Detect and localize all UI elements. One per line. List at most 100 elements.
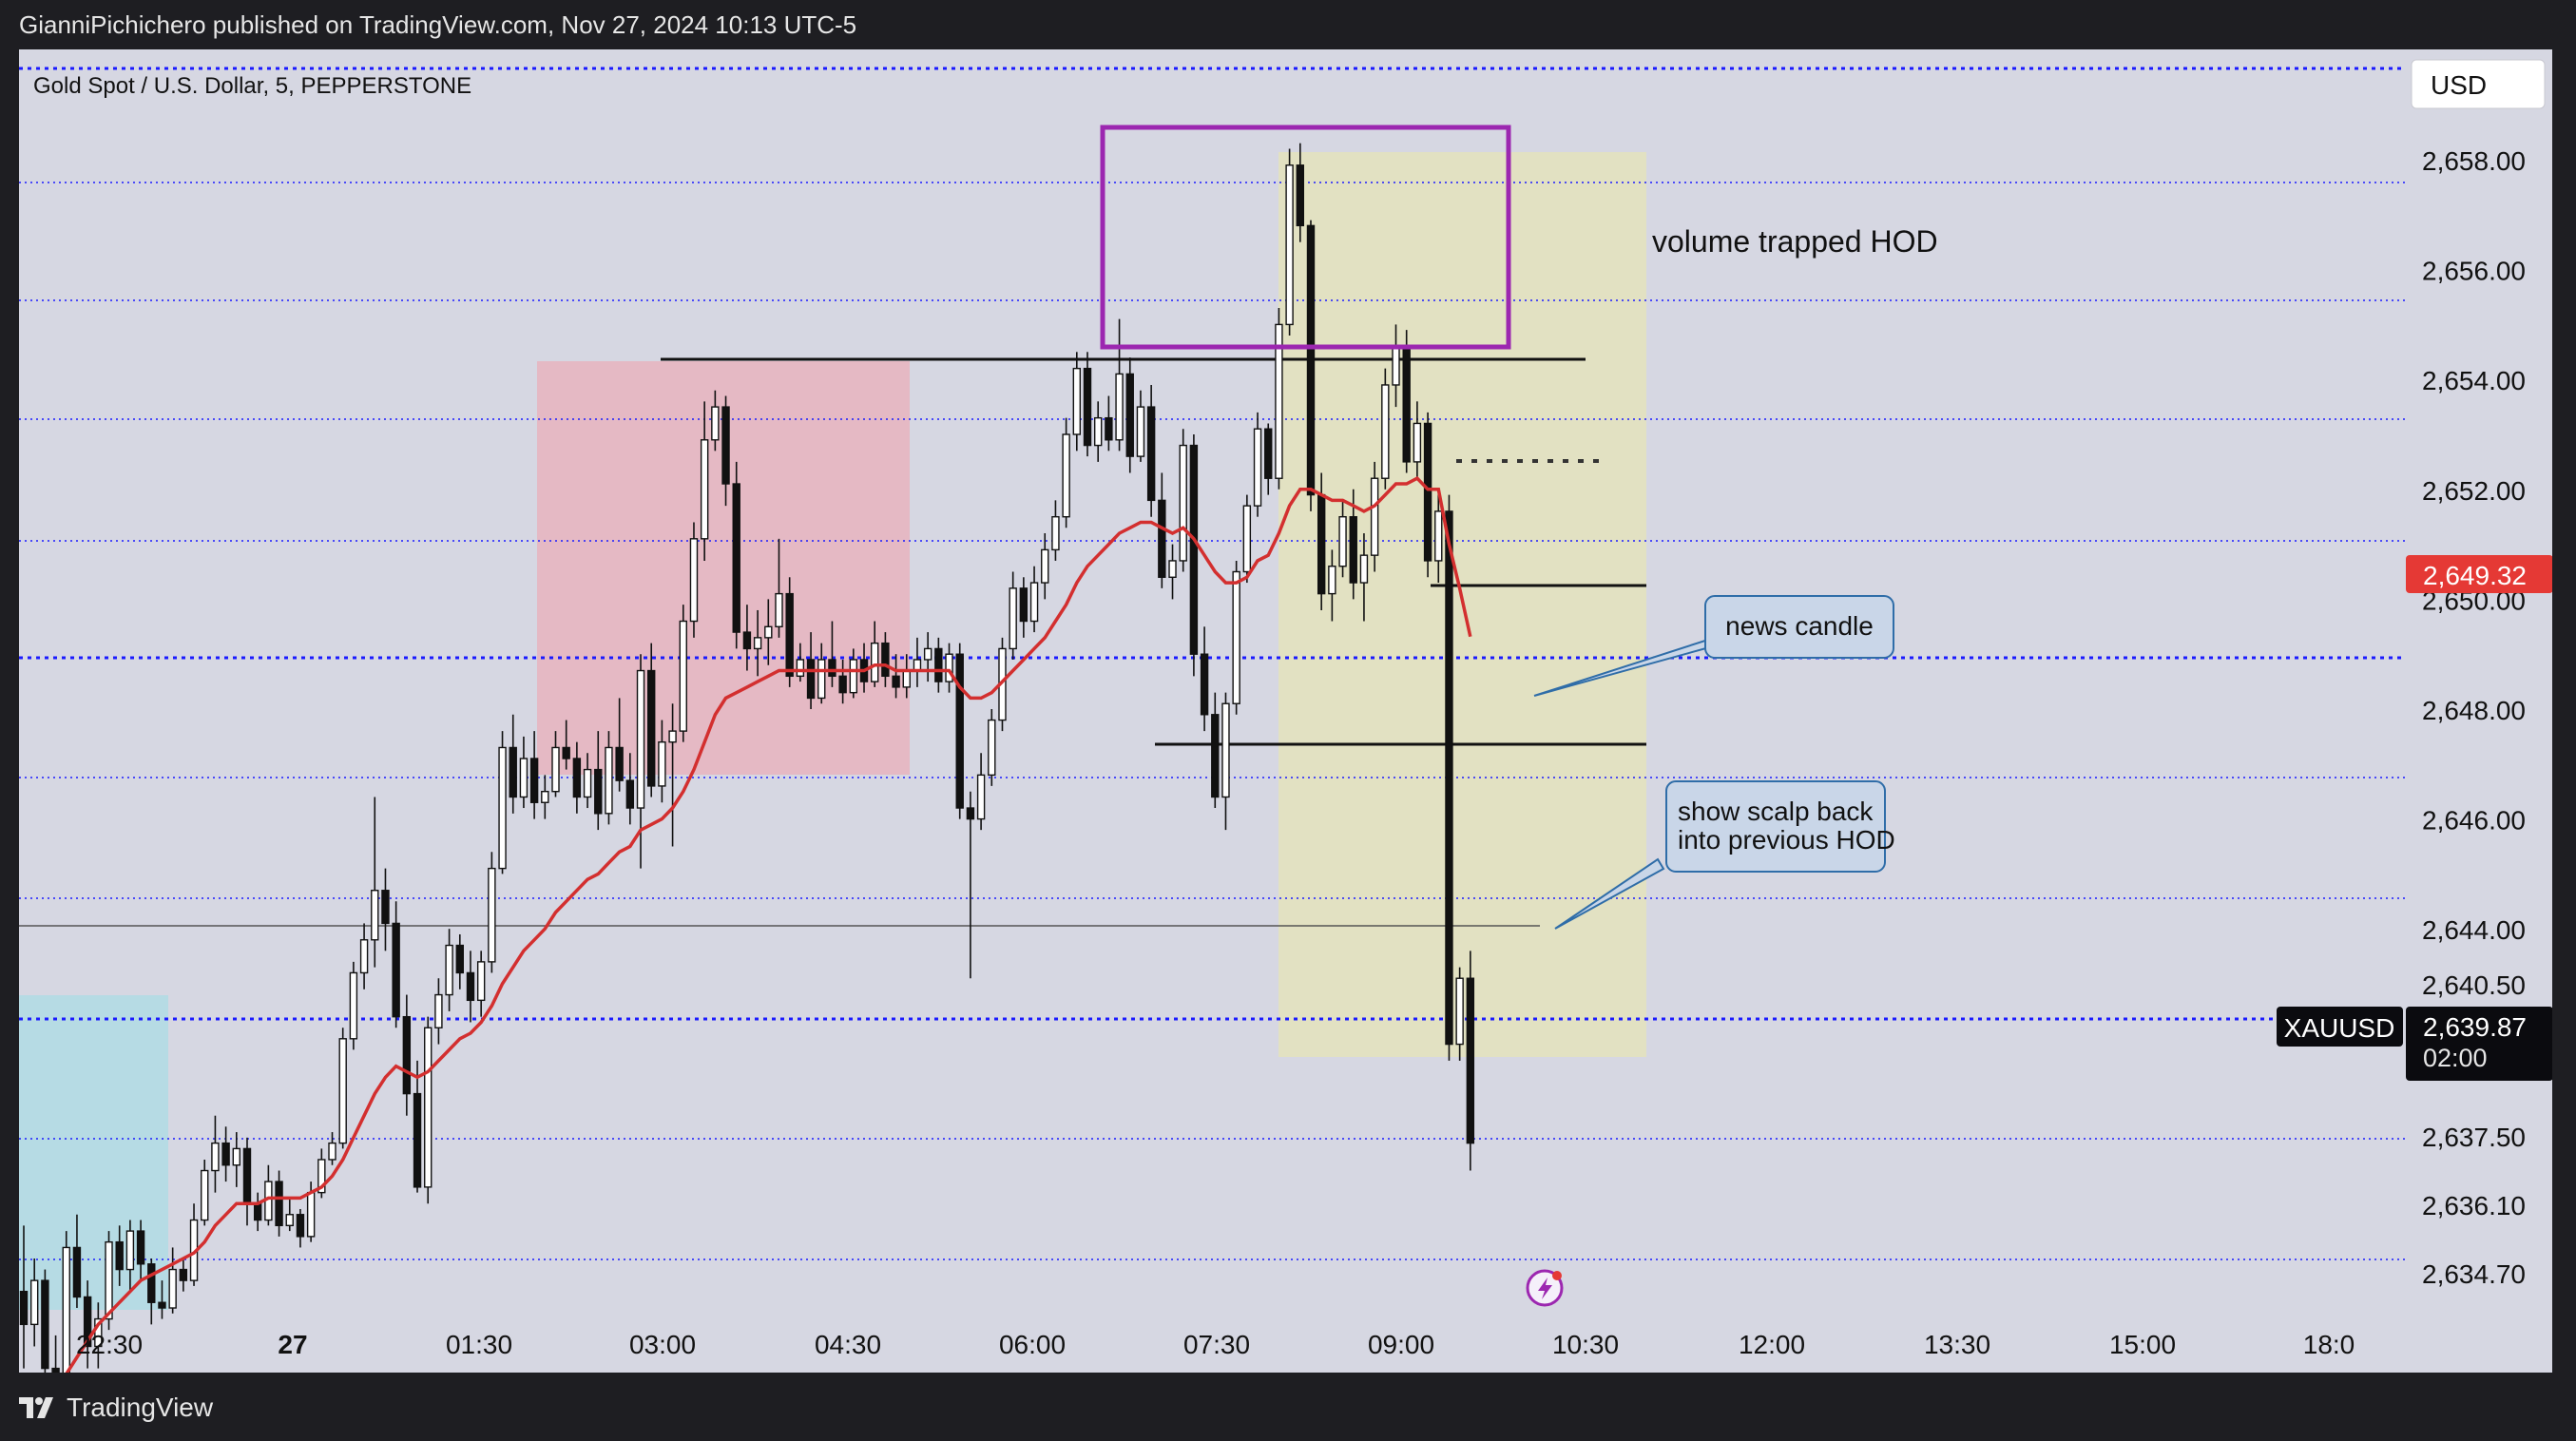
- candle-bearish: [1158, 499, 1166, 578]
- candle-bearish: [402, 1015, 412, 1095]
- candle-bullish: [1413, 422, 1422, 463]
- candle-bearish: [72, 1246, 82, 1298]
- blue-zone: [19, 995, 168, 1310]
- candle-bearish: [466, 971, 475, 1002]
- candle-bullish: [753, 637, 762, 650]
- candle-bearish: [625, 779, 635, 809]
- candle-bullish: [519, 758, 529, 798]
- candle-bearish: [1402, 345, 1411, 463]
- candle-bearish: [721, 406, 730, 485]
- candle-bearish: [934, 647, 943, 682]
- candle-bullish: [871, 642, 879, 682]
- price-tick-label: 2,634.70: [2422, 1259, 2526, 1289]
- news-callout[interactable]: news candle: [1533, 595, 1894, 697]
- candle-bullish: [125, 1230, 135, 1271]
- chart-area[interactable]: volume trapped HOD news candle show scal…: [19, 49, 2553, 1441]
- candle-bearish: [1306, 224, 1316, 496]
- candle-bullish: [94, 1317, 103, 1348]
- candle-bullish: [476, 961, 486, 1002]
- lightning-icon[interactable]: [1526, 1269, 1564, 1307]
- time-tick-label: 18:0: [2303, 1330, 2355, 1359]
- candle-bullish: [1232, 570, 1240, 704]
- candle-bullish: [1253, 428, 1262, 507]
- time-tick-label: 22:30: [76, 1330, 143, 1359]
- candle-bearish: [966, 807, 975, 820]
- publisher-bar: GianniPichichero published on TradingVie…: [0, 0, 2576, 49]
- candle-bullish: [1168, 560, 1177, 578]
- candle-bullish: [945, 653, 953, 682]
- candle-bearish: [413, 1092, 422, 1188]
- candle-bearish: [806, 659, 816, 700]
- time-tick-label: 03:00: [629, 1330, 696, 1359]
- candle-bullish: [1221, 702, 1230, 798]
- candle-bearish: [242, 1147, 252, 1204]
- candle-bullish: [306, 1191, 316, 1238]
- candle-bearish: [115, 1240, 124, 1271]
- candle-bullish: [583, 768, 592, 798]
- publisher-text: GianniPichichero published on TradingVie…: [19, 10, 857, 39]
- candle-bullish: [541, 791, 549, 803]
- candle-bearish: [1466, 977, 1475, 1144]
- tradingview-logo-icon: [19, 1397, 53, 1418]
- price-tick-labels: 2,658.002,656.002,654.002,652.002,650.00…: [2422, 146, 2526, 1289]
- candle-bearish: [1296, 164, 1305, 227]
- time-tick-label: 07:30: [1183, 1330, 1250, 1359]
- time-axis[interactable]: 22:30 27 01:30 03:00 04:30 06:00 07:30 09:00 10:…: [76, 1330, 2355, 1359]
- currency-button[interactable]: [2411, 59, 2546, 109]
- price-scale[interactable]: USD 2,658.002,656.002,654.002,652.002,65…: [2406, 59, 2553, 1289]
- symbol-tag-box: [2277, 1007, 2403, 1047]
- candle-bullish: [658, 740, 666, 787]
- candle-bullish: [764, 625, 773, 639]
- candle-bullish: [849, 659, 858, 694]
- candle-bullish: [445, 944, 453, 996]
- candle-bearish: [179, 1268, 188, 1281]
- candle-bullish: [1359, 554, 1369, 584]
- candle-bearish: [1083, 367, 1092, 447]
- candle-bearish: [1200, 653, 1209, 716]
- news-callout-text: news candle: [1725, 611, 1874, 641]
- candle-bearish: [615, 746, 624, 781]
- candlestick-chart[interactable]: volume trapped HOD news candle show scal…: [19, 49, 2553, 1441]
- candle-bearish: [955, 653, 964, 809]
- candle-bearish: [1445, 510, 1453, 1046]
- candle-bullish: [232, 1147, 241, 1166]
- candle-bearish: [296, 1214, 305, 1238]
- candle-bullish: [923, 647, 932, 661]
- time-tick-label: 04:30: [815, 1330, 881, 1359]
- candle-bearish: [1423, 422, 1432, 562]
- scalp-callout[interactable]: show scalp back into previous HOD: [1554, 780, 1895, 930]
- candle-bullish: [817, 659, 826, 700]
- candle-bearish: [562, 746, 570, 759]
- candle-bullish: [359, 939, 369, 974]
- candle-bearish: [275, 1181, 283, 1227]
- last-price-label: 2,639.87: [2423, 1012, 2527, 1042]
- candle-bearish: [1019, 587, 1028, 623]
- candle-bullish: [1072, 367, 1082, 435]
- candle-bullish: [424, 1027, 433, 1188]
- candle-bullish: [349, 971, 358, 1040]
- candle-bullish: [1434, 510, 1443, 562]
- price-tick-label: 2,654.00: [2422, 366, 2526, 395]
- currency-button-label: USD: [2431, 70, 2487, 100]
- candle-bullish: [700, 439, 709, 540]
- footer-bar: TradingView: [0, 1373, 2576, 1441]
- candle-bullish: [371, 890, 379, 941]
- candle-bearish: [1264, 428, 1273, 479]
- candle-bullish: [1275, 323, 1283, 479]
- candle-bearish: [572, 758, 582, 798]
- candle-bullish: [1381, 384, 1390, 479]
- symbol-tag-label: XAUUSD: [2284, 1013, 2395, 1043]
- candle-bullish: [976, 774, 986, 820]
- price-tick-label: 2,656.00: [2422, 257, 2526, 286]
- ema-line: [22, 476, 1472, 1441]
- hod-box[interactable]: [1100, 125, 1511, 350]
- scalp-callout-line2: into previous HOD: [1678, 825, 1895, 855]
- candle-bearish: [221, 1142, 230, 1166]
- candle-bullish: [105, 1240, 113, 1320]
- candle-bullish: [988, 719, 996, 777]
- candle-bearish: [1146, 406, 1156, 502]
- candles-group: [19, 143, 1475, 1408]
- candle-bullish: [1093, 416, 1103, 447]
- tradingview-logo[interactable]: TradingView: [19, 1392, 213, 1424]
- candle-bullish: [1062, 433, 1070, 518]
